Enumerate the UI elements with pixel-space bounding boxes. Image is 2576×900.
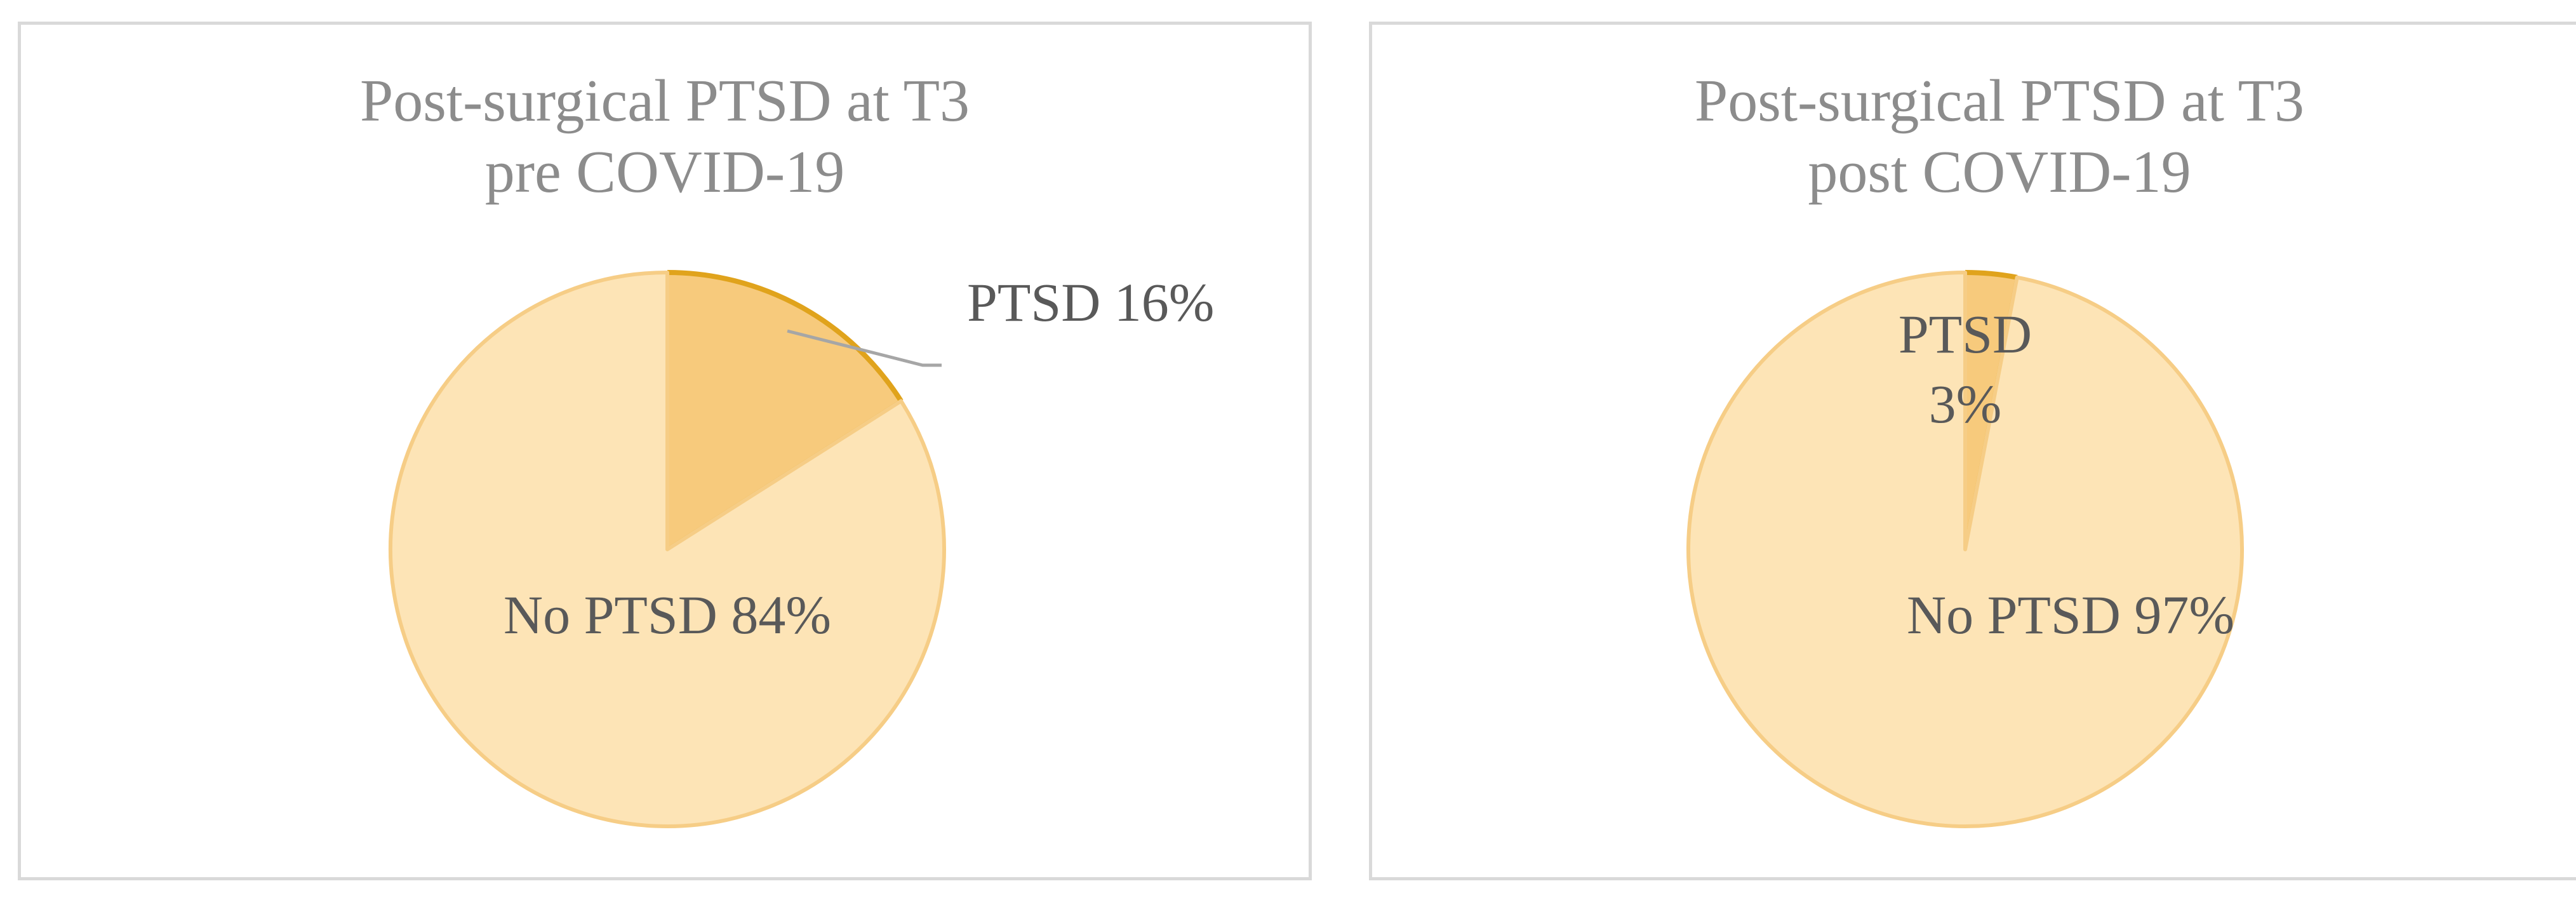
chart-title-line-1: Post-surgical PTSD at T3	[359, 68, 970, 134]
pie-slice-no-ptsd	[389, 271, 946, 828]
chart-title-line-2: pre COVID-19	[484, 139, 845, 205]
label-leader-line	[787, 329, 942, 367]
chart-title-line-2: post COVID-19	[1808, 139, 2191, 205]
chart-title: Post-surgical PTSD at T3 pre COVID-19	[21, 65, 1309, 208]
pie-slice-edge	[667, 270, 904, 403]
data-label-ptsd: PTSD 16%	[967, 272, 1214, 333]
data-label-no-ptsd: No PTSD 97%	[1907, 584, 2234, 645]
data-label-ptsd: PTSD 3%	[1899, 304, 2032, 434]
chart-title: Post-surgical PTSD at T3 post COVID-19	[1372, 65, 2576, 208]
chart-panel-post-covid: Post-surgical PTSD at T3 post COVID-19 P…	[1369, 22, 2576, 880]
pie-chart-pre-covid: PTSD 16% No PTSD 84%	[389, 270, 1214, 828]
pie-slice-no-ptsd	[1686, 271, 2244, 828]
pie-chart-post-covid: PTSD 3% No PTSD 97%	[1686, 270, 2244, 828]
data-label-no-ptsd: No PTSD 84%	[504, 584, 831, 645]
chart-title-line-1: Post-surgical PTSD at T3	[1694, 68, 2305, 134]
chart-panel-pre-covid: Post-surgical PTSD at T3 pre COVID-19 PT…	[18, 22, 1312, 880]
